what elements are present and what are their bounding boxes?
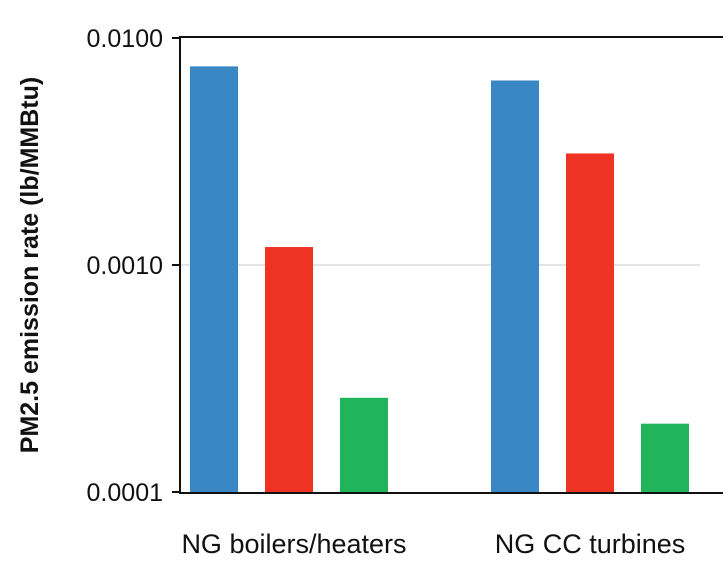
- bar: [566, 153, 614, 493]
- bars: [190, 66, 689, 493]
- bar: [641, 423, 689, 492]
- x-category-label: NG boilers/heaters: [181, 529, 406, 558]
- bar: [190, 66, 238, 493]
- y-axis-title: PM2.5 emission rate (lb/MMBtu): [16, 77, 44, 453]
- bar: [340, 397, 388, 492]
- bar: [491, 80, 539, 493]
- y-tick-labels: 0.0001 0.0010 0.0100: [87, 25, 180, 507]
- x-category-labels: NG boilers/heaters NG CC turbines: [181, 529, 686, 559]
- x-category-label: NG CC turbines: [495, 529, 686, 558]
- bar: [265, 247, 313, 492]
- y-tick-label: 0.0100: [87, 25, 163, 53]
- y-tick-label: 0.0010: [87, 252, 163, 280]
- y-tick-label: 0.0001: [87, 479, 163, 507]
